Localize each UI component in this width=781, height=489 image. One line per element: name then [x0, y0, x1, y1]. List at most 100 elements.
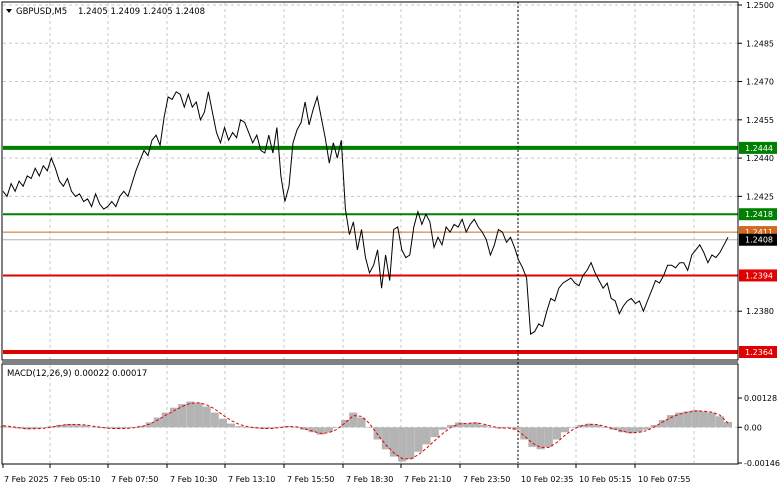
- macd-bar: [194, 402, 203, 428]
- macd-bar: [389, 427, 398, 457]
- macd-bar: [7, 427, 16, 428]
- macd-bar: [292, 427, 301, 428]
- macd-bar: [170, 407, 179, 428]
- macd-bar: [349, 412, 358, 428]
- macd-bar: [544, 427, 553, 447]
- macd-signal-line: [2, 402, 729, 460]
- macd-bar: [666, 415, 675, 428]
- macd-bar: [658, 420, 667, 428]
- macd-bar: [153, 417, 162, 428]
- price-pane[interactable]: [1, 1, 739, 361]
- macd-bar: [430, 427, 439, 438]
- macd-bar: [235, 426, 244, 428]
- macd-bar: [121, 427, 130, 429]
- time-axis: 7 Feb 2025 7 Feb 05:10 7 Feb 07:50 7 Feb 10…: [2, 464, 690, 484]
- price-axis: 1.2500 1.2485 1.2470 1.2455 1.2440 1.2425 1.23…: [738, 1, 774, 316]
- macd-bar: [675, 412, 684, 428]
- level-tag: [739, 141, 777, 154]
- dropdown-arrow-icon[interactable]: [6, 9, 12, 13]
- macd-bar: [609, 427, 618, 430]
- macd-bar: [561, 427, 570, 433]
- macd-bar: [332, 427, 341, 428]
- macd-bar: [406, 427, 415, 460]
- price-tick-label: 1.2500: [746, 1, 774, 10]
- macd-bar: [218, 418, 227, 428]
- macd-bar: [642, 427, 651, 430]
- macd-bar: [243, 427, 252, 428]
- level-tag-label: 1.2394: [745, 271, 773, 280]
- time-tick-label: 7 Feb 13:10: [228, 475, 275, 484]
- macd-bar: [422, 427, 431, 445]
- macd-pane[interactable]: [1, 363, 739, 465]
- time-tick-label: 10 Feb 07:55: [638, 475, 690, 484]
- level-tag-label: 1.2444: [745, 144, 773, 153]
- macd-bar: [634, 427, 643, 433]
- price-tick-label: 1.2455: [746, 116, 774, 125]
- time-tick-label: 7 Feb 07:50: [111, 475, 158, 484]
- macd-bar: [178, 404, 187, 428]
- macd-bar: [0, 426, 8, 428]
- level-tag: [739, 346, 777, 358]
- horizontal-levels[interactable]: [3, 145, 738, 354]
- price-tick-label: 1.2440: [746, 154, 774, 163]
- macd-bar: [357, 417, 366, 428]
- macd-bar: [96, 427, 105, 428]
- macd-bar: [438, 427, 447, 430]
- level-tag: [739, 208, 777, 221]
- macd-bar: [683, 411, 692, 428]
- macd-bar: [145, 422, 154, 428]
- ohlc-values: 1.2405 1.2409 1.2405 1.2408: [78, 7, 205, 17]
- level-tag-label: 1.2364: [745, 348, 773, 357]
- macd-bar: [275, 426, 284, 428]
- macd-bar: [512, 427, 521, 430]
- macd-bar: [715, 416, 724, 428]
- macd-bar: [341, 420, 350, 428]
- macd-bar: [414, 427, 423, 452]
- macd-bar: [618, 427, 627, 433]
- macd-bar: [80, 425, 89, 428]
- macd-bar: [227, 423, 236, 428]
- symbol-label: GBPUSD,M5: [16, 7, 67, 17]
- macd-bar: [398, 427, 407, 462]
- macd-bar: [528, 427, 537, 447]
- macd-bar: [39, 427, 48, 428]
- level-tag-label: 1.2418: [745, 210, 773, 219]
- price-tick-label: 1.2485: [746, 39, 774, 48]
- macd-bar: [259, 427, 268, 429]
- time-tick-label: 7 Feb 2025: [4, 475, 49, 484]
- macd-bar: [31, 427, 40, 429]
- macd-bar: [72, 424, 81, 428]
- macd-bar: [447, 424, 456, 428]
- macd-bar: [308, 427, 317, 433]
- macd-bar: [479, 424, 488, 428]
- price-tick-label: 1.2380: [746, 307, 774, 316]
- macd-bar: [699, 411, 708, 428]
- macd-bar: [300, 427, 309, 430]
- macd-bar: [88, 426, 97, 428]
- level-tag: [739, 269, 777, 282]
- grid: [3, 3, 738, 463]
- macd-bar: [593, 424, 602, 428]
- macd-axis: 0.00128 0.00 -0.00146: [738, 394, 780, 468]
- macd-bar: [463, 423, 472, 428]
- macd-bar: [626, 427, 635, 434]
- level-labels: 1.2444 1.2418 1.2411 1.2394 1.2364 1.2408: [739, 141, 777, 358]
- macd-tick-label: 0.00: [744, 423, 762, 432]
- time-tick-label: 7 Feb 15:50: [287, 475, 334, 484]
- time-tick-label: 7 Feb 05:10: [53, 475, 100, 484]
- macd-bar: [520, 427, 529, 440]
- time-tick-label: 10 Feb 05:15: [579, 475, 631, 484]
- time-tick-label: 7 Feb 10:30: [170, 475, 217, 484]
- macd-bar: [210, 412, 219, 428]
- macd-bar: [161, 412, 170, 428]
- macd-bar: [707, 412, 716, 428]
- macd-bar: [137, 425, 146, 428]
- macd-bar: [267, 427, 276, 429]
- macd-histogram: [0, 401, 732, 462]
- macd-bar: [723, 421, 732, 428]
- macd-bar: [650, 424, 659, 428]
- macd-label: MACD(12,26,9) 0.00022 0.00017: [7, 369, 147, 379]
- macd-bar: [365, 427, 374, 428]
- macd-bar: [64, 423, 73, 428]
- macd-bar: [455, 422, 464, 428]
